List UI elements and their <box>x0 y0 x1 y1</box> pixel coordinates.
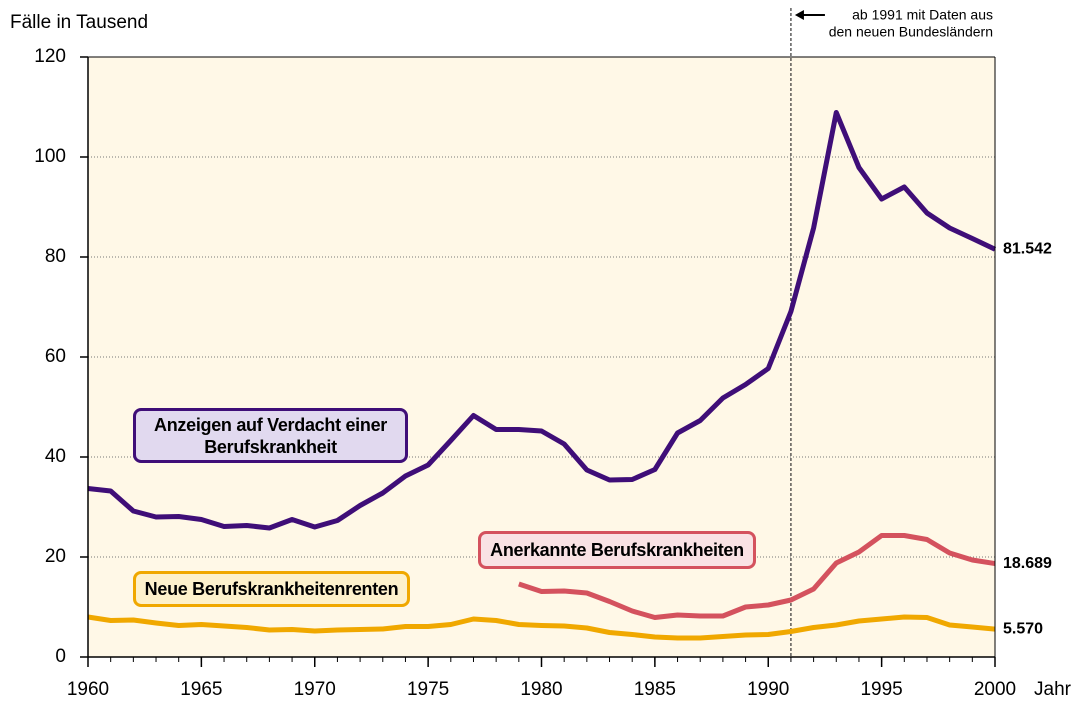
end-label: 18.689 <box>1003 555 1052 572</box>
x-tick-label: 1965 <box>180 679 222 700</box>
y-tick-label: 0 <box>55 646 66 667</box>
y-tick-label: 100 <box>34 146 66 167</box>
x-tick-label: 1990 <box>747 679 789 700</box>
y-tick-label: 20 <box>45 546 66 567</box>
x-tick-label: 1985 <box>634 679 676 700</box>
x-tick-label: 1970 <box>294 679 336 700</box>
series-line <box>518 533 996 620</box>
y-axis-label: Fälle in Tausend <box>10 12 148 33</box>
x-axis-label: Jahr <box>1034 679 1072 700</box>
x-tick-label: 1995 <box>860 679 902 700</box>
end-label: 5.570 <box>1003 620 1043 637</box>
series-line <box>87 110 997 531</box>
legend-box: Anerkannte Berufskrankheiten <box>478 531 756 569</box>
end-label: 81.542 <box>1003 241 1052 258</box>
annotation-text: ab 1991 mit Daten aus <box>852 7 993 23</box>
x-tick-label: 1960 <box>67 679 109 700</box>
series-line <box>87 614 996 641</box>
legend-label: Anzeigen auf Verdacht einer Berufskrankh… <box>133 408 408 463</box>
legend-box: Neue Berufskrankheitenrenten <box>133 571 410 607</box>
legend-box: Anzeigen auf Verdacht einer Berufskrankh… <box>133 408 408 463</box>
y-tick-label: 60 <box>45 346 66 367</box>
annotation-text: den neuen Bundesländern <box>829 24 993 40</box>
legend-label: Neue Berufskrankheitenrenten <box>133 571 410 607</box>
legend-label: Anerkannte Berufskrankheiten <box>478 531 756 569</box>
x-tick-label: 2000 <box>974 679 1016 700</box>
y-tick-label: 120 <box>34 46 66 67</box>
y-tick-label: 40 <box>45 446 66 467</box>
x-tick-label: 1980 <box>520 679 562 700</box>
annotation-arrowhead <box>794 10 804 20</box>
x-tick-label: 1975 <box>407 679 449 700</box>
y-tick-label: 80 <box>45 246 66 267</box>
